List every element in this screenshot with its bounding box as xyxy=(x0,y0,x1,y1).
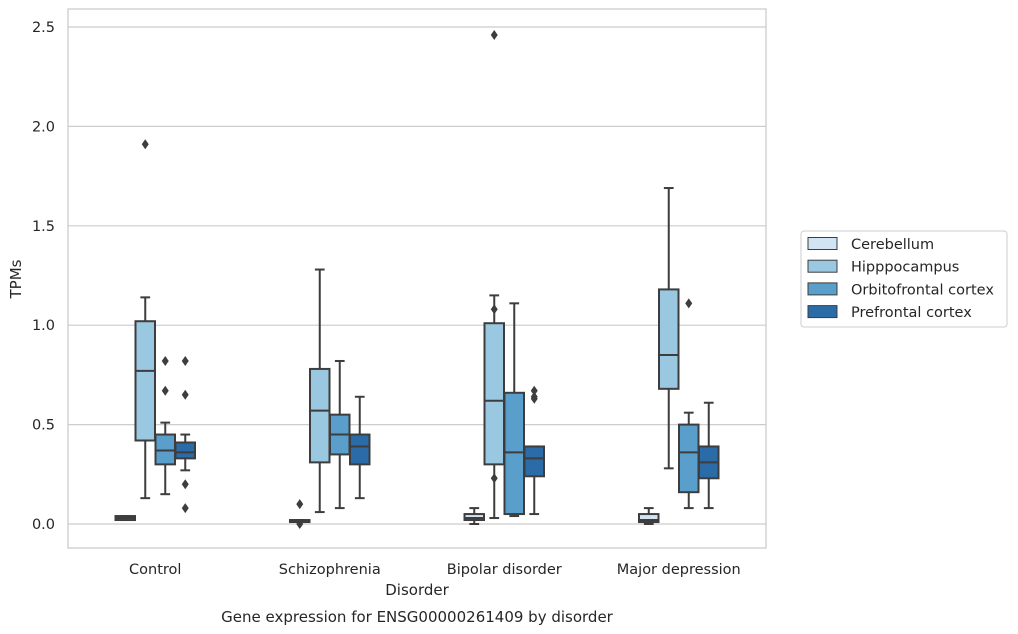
y-axis-title: TPMs xyxy=(7,259,25,299)
box-iqr xyxy=(134,320,156,442)
outlier-point xyxy=(296,519,304,529)
x-tick-label: Schizophrenia xyxy=(279,562,381,578)
x-tick-label: Bipolar disorder xyxy=(447,562,562,578)
outlier-point xyxy=(685,298,693,309)
outlier-point xyxy=(181,389,189,400)
box-iqr xyxy=(523,445,545,478)
chart-caption: Gene expression for ENSG00000261409 by d… xyxy=(221,608,614,626)
y-tick-label: 2.0 xyxy=(32,119,55,135)
box-iqr xyxy=(658,288,680,390)
legend-label: Orbitofrontal cortex xyxy=(851,282,994,298)
outlier-point xyxy=(181,479,189,490)
legend-label: Cerebellum xyxy=(851,237,934,253)
box-iqr xyxy=(678,423,700,494)
legend-swatch xyxy=(807,259,838,273)
box-prefrontal-cortex xyxy=(174,355,196,514)
outlier-point xyxy=(490,29,498,40)
legend-label: Hipppocampus xyxy=(851,260,959,276)
box-hipppocampus xyxy=(483,29,505,520)
box-hipppocampus xyxy=(309,268,331,514)
outlier-point xyxy=(161,355,169,366)
box-cerebellum xyxy=(114,515,136,522)
x-tick-label: Control xyxy=(129,562,181,578)
legend: Cerebellum Hipppocampus Orbitofrontal cort… xyxy=(800,230,1008,328)
box-iqr xyxy=(638,513,660,524)
legend-label: Prefrontal cortex xyxy=(851,305,972,321)
box-cerebellum xyxy=(463,507,485,525)
outlier-point xyxy=(530,385,538,396)
legend-swatch xyxy=(807,237,838,250)
outlier-point xyxy=(296,499,304,510)
legend-swatch xyxy=(807,282,838,296)
box-cerebellum xyxy=(638,507,660,525)
box-iqr xyxy=(174,441,196,460)
box-iqr xyxy=(349,433,371,466)
y-tick-label: 2.5 xyxy=(32,20,55,36)
x-axis-ticks: Control Schizophrenia Bipolar disorder Majo… xyxy=(129,562,741,578)
legend-frame xyxy=(800,230,1008,328)
box-orbitofrontal-cortex xyxy=(329,359,351,510)
outlier-point xyxy=(141,139,149,150)
outlier-point xyxy=(181,503,189,514)
box-iqr xyxy=(483,322,505,466)
box-cerebellum xyxy=(289,499,311,529)
y-tick-label: 1.0 xyxy=(32,318,55,334)
box-hipppocampus xyxy=(134,139,156,500)
x-tick-label: Major depression xyxy=(617,562,741,578)
outlier-point xyxy=(490,304,498,315)
boxes xyxy=(114,29,720,529)
outlier-point xyxy=(181,355,189,366)
box-orbitofrontal-cortex xyxy=(503,302,525,518)
box-hipppocampus xyxy=(658,187,680,470)
box-iqr xyxy=(309,367,331,464)
plot-area-frame xyxy=(67,8,767,549)
x-axis-title: Disorder xyxy=(385,581,449,599)
box-prefrontal-cortex xyxy=(349,395,371,500)
y-tick-label: 0.5 xyxy=(32,418,55,434)
y-tick-label: 0.0 xyxy=(32,517,55,533)
box-prefrontal-cortex xyxy=(698,401,720,510)
outlier-point xyxy=(161,385,169,396)
outlier-point xyxy=(530,393,538,404)
y-tick-label: 1.5 xyxy=(32,219,55,235)
outlier-point xyxy=(490,473,498,484)
box-prefrontal-cortex xyxy=(523,385,545,516)
box-orbitofrontal-cortex xyxy=(678,298,700,510)
legend-swatch xyxy=(807,305,838,319)
y-axis-ticks: 0.0 0.5 1.0 1.5 2.0 2.5 xyxy=(32,20,55,533)
